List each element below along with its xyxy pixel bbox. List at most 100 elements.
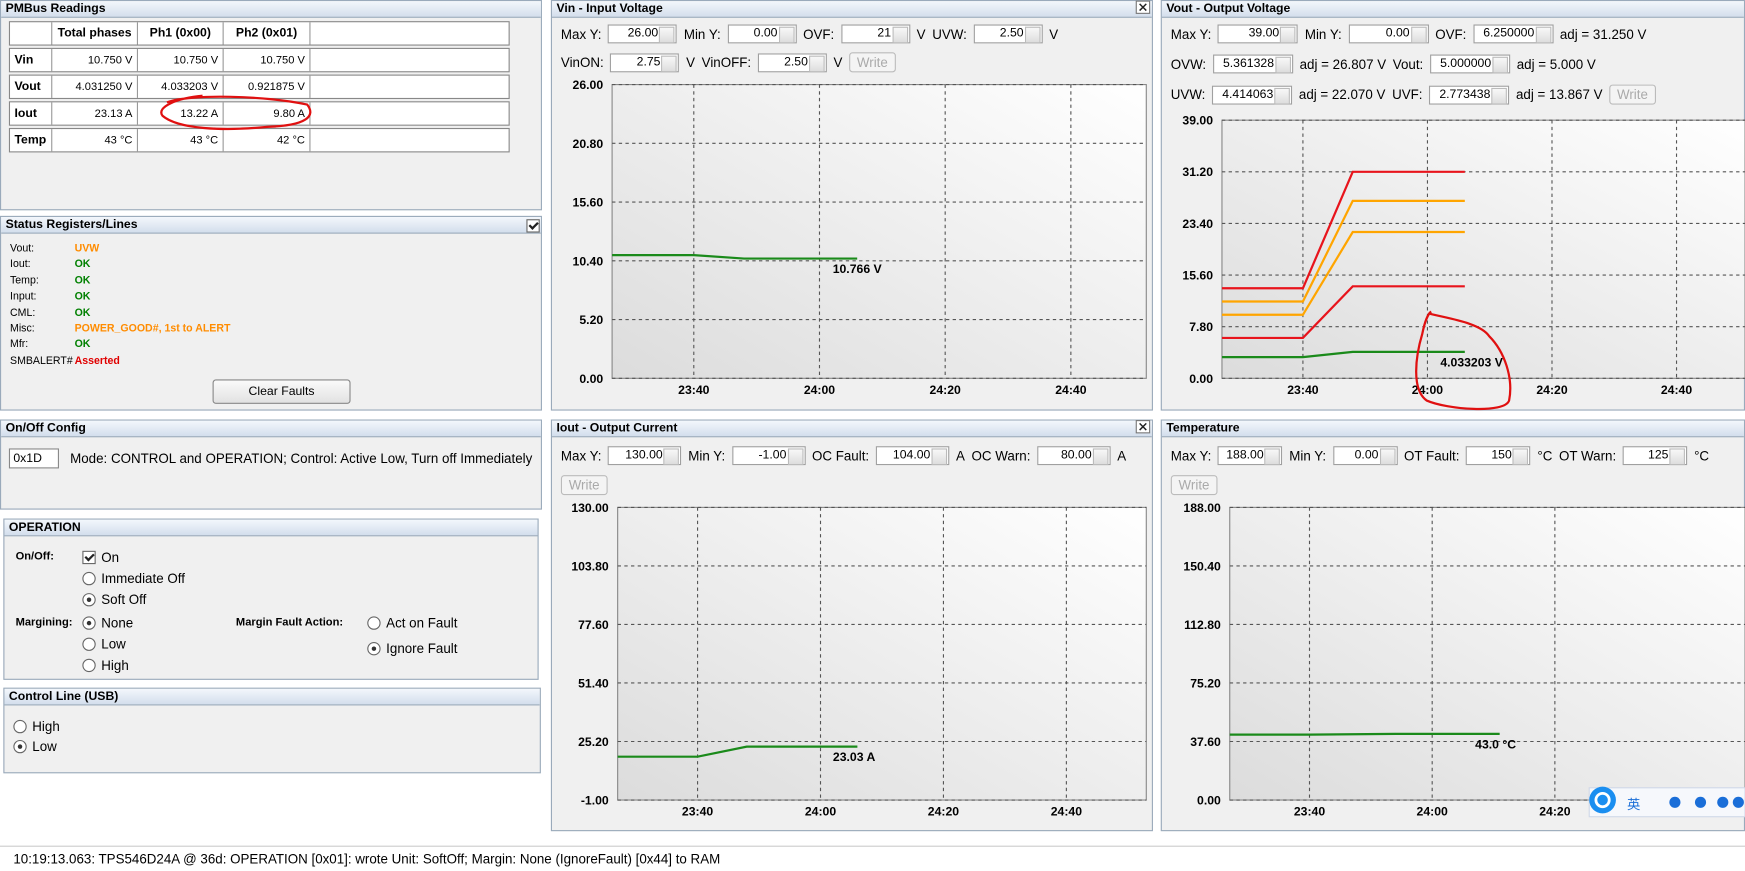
panel-title: Control Line (USB): [4, 688, 540, 706]
y-tick-label: 5.20: [579, 313, 603, 327]
toolbar-icon: [1732, 796, 1744, 808]
row-label: Temp: [10, 129, 53, 152]
header-cell: Total phases: [52, 22, 138, 45]
spinner-input[interactable]: 150: [1466, 446, 1531, 466]
option[interactable]: High: [13, 719, 60, 734]
write-button[interactable]: Write: [849, 52, 896, 73]
x-tick-label: 24:00: [805, 805, 836, 819]
x-tick-label: 24:00: [804, 383, 835, 397]
field-label: VinOFF:: [701, 54, 752, 71]
spinner-input[interactable]: 0.00: [1332, 446, 1398, 466]
panel-title: Temperature: [1161, 420, 1744, 438]
header-cell: [10, 22, 53, 45]
value-cell: 10.750 V: [138, 48, 224, 72]
toolbar-logo: [1589, 786, 1616, 814]
status-panel: Status Registers/Lines Vout: UVW Iout: OK Tem…: [0, 215, 542, 411]
control-row: Max Y: 26.00 Min Y: 0.00 OVF: 21 V UVW: 2.50 V: [561, 24, 1058, 44]
field-unit: adj = 31.250 V: [1559, 26, 1647, 42]
spinner-input[interactable]: 125: [1622, 446, 1688, 466]
spinner-input[interactable]: 2.773438: [1429, 85, 1510, 105]
clear-faults-button[interactable]: Clear Faults: [212, 379, 351, 404]
y-tick-label: 75.20: [1190, 676, 1221, 690]
spinner-input[interactable]: 0.00: [1348, 24, 1429, 44]
write-button[interactable]: Write: [560, 475, 608, 496]
option[interactable]: Act on Fault: [367, 615, 457, 631]
option[interactable]: Low: [13, 739, 57, 754]
x-tick-label: 24:20: [928, 805, 959, 819]
series-line: [612, 254, 858, 260]
spinner-input[interactable]: 2.75: [610, 52, 680, 72]
field-label: OT Fault:: [1404, 447, 1460, 464]
y-tick-label: 37.60: [1190, 735, 1221, 749]
x-tick-label: 23:40: [1294, 805, 1325, 819]
status-value: OK: [74, 258, 91, 271]
spinner-input[interactable]: 2.50: [973, 24, 1043, 44]
radio-button[interactable]: [82, 637, 96, 651]
radio-button[interactable]: [367, 642, 381, 656]
spinner-input[interactable]: 188.00: [1218, 446, 1283, 466]
option[interactable]: None: [82, 615, 133, 631]
y-tick-label: -1.00: [581, 793, 609, 807]
y-tick-label: 26.00: [573, 78, 604, 92]
option-label: High: [101, 657, 129, 674]
option[interactable]: Soft Off: [82, 592, 146, 608]
row-label: Vin: [10, 48, 53, 72]
series-line: [1229, 732, 1500, 736]
spinner-input[interactable]: 5.361328: [1212, 54, 1293, 74]
radio-button[interactable]: [82, 593, 96, 607]
spinner-input[interactable]: 80.00: [1037, 446, 1111, 466]
radio-button[interactable]: [82, 571, 96, 586]
y-tick-label: 39.00: [1182, 114, 1213, 128]
field-label: Max Y:: [1170, 26, 1212, 42]
header-cell: Ph1 (0x00): [138, 22, 224, 45]
status-label: SMBALERT#: [10, 354, 73, 367]
checkbox[interactable]: [82, 550, 96, 565]
status-label: Misc:: [10, 322, 35, 335]
toolbar-icon: [1694, 796, 1707, 808]
spinner-input[interactable]: 0.00: [727, 24, 797, 44]
option[interactable]: On: [82, 549, 120, 566]
value-cell: 10.750 V: [52, 48, 138, 72]
option[interactable]: Low: [82, 636, 126, 652]
spinner-input[interactable]: 4.414063: [1212, 85, 1293, 105]
option-label: On: [101, 549, 120, 566]
panel-title: On/Off Config: [1, 420, 541, 438]
radio-button[interactable]: [82, 616, 96, 630]
series-line: [1221, 230, 1465, 316]
annotation-circle: [160, 94, 312, 131]
option[interactable]: High: [82, 657, 129, 674]
spinner-input[interactable]: 104.00: [875, 446, 950, 466]
field-unit: V: [686, 54, 695, 71]
spinner-input[interactable]: 6.250000: [1473, 24, 1554, 44]
field-label: Min Y:: [683, 26, 721, 42]
spinner-input[interactable]: 130.00: [608, 446, 682, 466]
checkbox[interactable]: [526, 219, 540, 233]
close-icon: [1139, 422, 1147, 431]
radio-button[interactable]: [367, 616, 381, 630]
radio-button[interactable]: [13, 739, 27, 754]
y-tick-label: 31.20: [1182, 165, 1213, 179]
radio-button[interactable]: [82, 658, 96, 673]
spinner-input[interactable]: 21: [840, 24, 910, 44]
option[interactable]: Immediate Off: [82, 570, 185, 587]
spinner-input[interactable]: -1.00: [731, 446, 806, 466]
control-row: VinON: 2.75 V VinOFF: 2.50 V Write: [561, 52, 896, 73]
option[interactable]: Ignore Fault: [367, 641, 457, 656]
radio-button[interactable]: [13, 719, 27, 734]
series-line: [1221, 285, 1465, 340]
status-label: Vout:: [10, 242, 35, 255]
panel-title: PMBus Readings: [1, 1, 541, 18]
x-tick-label: 24:40: [1055, 383, 1086, 397]
value-annotation: 10.766 V: [833, 262, 883, 276]
write-button[interactable]: Write: [1609, 84, 1656, 105]
spinner-input[interactable]: 2.50: [757, 52, 827, 72]
dropdown[interactable]: 0x1D: [8, 448, 59, 469]
spinner-input[interactable]: 5.000000: [1429, 54, 1511, 74]
option-label: Immediate Off: [101, 570, 185, 587]
spinner-input[interactable]: 39.00: [1218, 24, 1299, 44]
write-button[interactable]: Write: [1170, 475, 1218, 496]
spinner-input[interactable]: 26.00: [608, 24, 678, 44]
